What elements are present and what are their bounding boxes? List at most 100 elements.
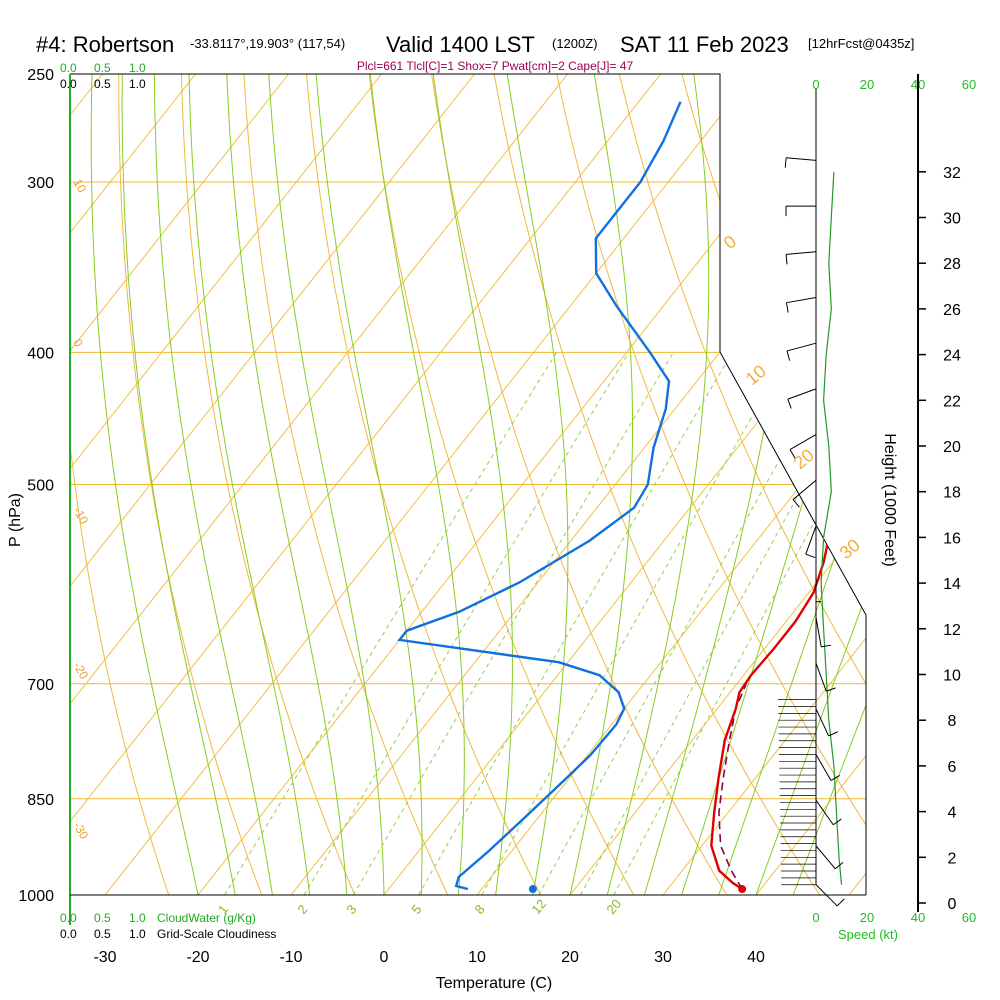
wind-barb-flag xyxy=(832,818,842,826)
wind-barb-flag xyxy=(826,687,836,692)
wind-barb-flag xyxy=(834,862,844,870)
height-tick-label: 30 xyxy=(943,211,961,228)
height-tick-label: 32 xyxy=(943,165,961,182)
wind-barb-shaft xyxy=(805,525,817,555)
height-tick-label: 0 xyxy=(948,896,957,913)
wind-barb xyxy=(815,571,821,603)
temperature-line xyxy=(710,101,866,891)
station-coords: -33.8117°,19.903° (117,54) xyxy=(190,36,345,51)
isotherm-line xyxy=(70,74,475,895)
mixing-ratio-line xyxy=(580,352,866,895)
wind-barb xyxy=(785,205,816,217)
cloud-scale-bottom-black-1: 0.5 xyxy=(94,927,111,941)
height-tick-label: 6 xyxy=(948,759,957,776)
isotherm-line xyxy=(70,74,382,895)
height-tick-label: 28 xyxy=(943,256,961,273)
height-tick-label: 4 xyxy=(948,805,957,822)
wind-barb-shaft xyxy=(792,479,817,500)
dry-adiabat-line xyxy=(923,50,1000,924)
cloud-scale-top-green-2: 1.0 xyxy=(129,61,146,75)
dry-adiabat-line xyxy=(798,74,866,895)
dry-adiabat-line xyxy=(365,74,651,895)
pressure-tick-label: 300 xyxy=(27,175,54,192)
wind-barb-flag xyxy=(785,302,789,313)
wind-barb-flag xyxy=(805,553,816,559)
wind-barb-shaft xyxy=(815,884,838,907)
height-tick-label: 12 xyxy=(943,622,961,639)
surface-temperature-dot xyxy=(738,885,747,894)
wind-barb-shaft xyxy=(787,388,817,400)
isotherm-line xyxy=(848,74,866,895)
temperature-tick-label: -30 xyxy=(93,949,116,966)
mixing-ratio-label: 8 xyxy=(472,902,488,917)
dry-adiabat-line xyxy=(242,74,462,895)
isotherm-line xyxy=(70,74,568,895)
wind-barb xyxy=(789,434,817,459)
speed-tick-label-bottom: 40 xyxy=(911,910,925,925)
wind-barb xyxy=(815,617,832,648)
isotherm-line xyxy=(755,74,866,895)
utc-time: (1200Z) xyxy=(552,36,598,51)
x-axis-title: Temperature (C) xyxy=(436,975,552,992)
background-grid xyxy=(0,50,1000,924)
pressure-tick-label: 1000 xyxy=(18,888,54,905)
height-tick-label: 10 xyxy=(943,668,961,685)
height-tick-label: 2 xyxy=(948,850,957,867)
moist-adiabat-line xyxy=(268,74,385,895)
wind-barb-shaft xyxy=(815,617,822,648)
wind-barb xyxy=(785,296,817,313)
mixing-ratio-line xyxy=(538,352,841,895)
wind-barb-flag xyxy=(836,898,845,907)
wind-barb-flag xyxy=(821,644,832,648)
moist-adiabat-line xyxy=(792,74,866,895)
mixing-ratio-label: 3 xyxy=(343,902,359,917)
pressure-tick-label: 250 xyxy=(27,67,54,84)
mixing-ratio-line xyxy=(481,352,790,895)
wind-barb-flag xyxy=(828,731,838,737)
dry-adiabat-label: -30 xyxy=(70,820,91,842)
wind-barb xyxy=(787,388,817,409)
wind-barb-flag xyxy=(787,398,792,409)
wind-barb-shaft xyxy=(815,799,834,826)
wind-barb-shaft xyxy=(815,708,830,737)
grid-cloudiness-label: Grid-Scale Cloudiness xyxy=(157,927,276,941)
isotherm-line xyxy=(104,74,754,895)
cloud-scale-top-black-0: 0.0 xyxy=(60,77,77,91)
moist-adiabat-line xyxy=(153,74,273,895)
moist-adiabat-line xyxy=(121,74,236,895)
wind-barb xyxy=(815,845,844,870)
mixing-ratio-line xyxy=(352,352,674,895)
moist-adiabat-line xyxy=(315,74,423,895)
height-tick-label: 8 xyxy=(948,713,957,730)
wind-barb-flag xyxy=(785,254,788,265)
forecast-info: [12hrFcst@0435z] xyxy=(808,36,914,51)
cloud-scale-top-green-0: 0.0 xyxy=(60,61,77,75)
wind-barb xyxy=(815,884,845,907)
pressure-tick-label: 500 xyxy=(27,478,54,495)
wind-barb-shaft xyxy=(786,157,817,161)
dry-adiabat-line xyxy=(304,74,557,895)
speed-tick-label-top: 0 xyxy=(812,77,819,92)
cloud-scale-top-black-2: 1.0 xyxy=(129,77,146,91)
height-tick-label: 14 xyxy=(943,576,961,593)
mixing-ratio-label: 5 xyxy=(408,902,424,917)
valid-time: Valid 1400 LST xyxy=(386,32,535,57)
moist-adiabat-line xyxy=(188,74,311,895)
moist-adiabat-line xyxy=(718,74,866,895)
isotherm-line xyxy=(0,74,10,895)
speed-tick-label-bottom: 0 xyxy=(812,910,819,925)
cloud-water-label: CloudWater (g/Kg) xyxy=(157,911,256,925)
dry-adiabat-line xyxy=(489,74,840,895)
height-tick-label: 26 xyxy=(943,302,961,319)
cloud-scale-top-green-1: 0.5 xyxy=(94,61,111,75)
height-tick-label: 20 xyxy=(943,439,961,456)
wind-barb xyxy=(805,525,817,559)
wind-barb xyxy=(815,799,842,826)
speed-tick-label-bottom: 60 xyxy=(962,910,976,925)
pressure-tick-label: 400 xyxy=(27,345,54,362)
height-tick-label: 16 xyxy=(943,530,961,547)
isotherm-line xyxy=(569,74,866,895)
wind-barb xyxy=(784,157,817,168)
temperature-tick-label: 10 xyxy=(468,949,486,966)
speed-tick-label-top: 60 xyxy=(962,77,976,92)
